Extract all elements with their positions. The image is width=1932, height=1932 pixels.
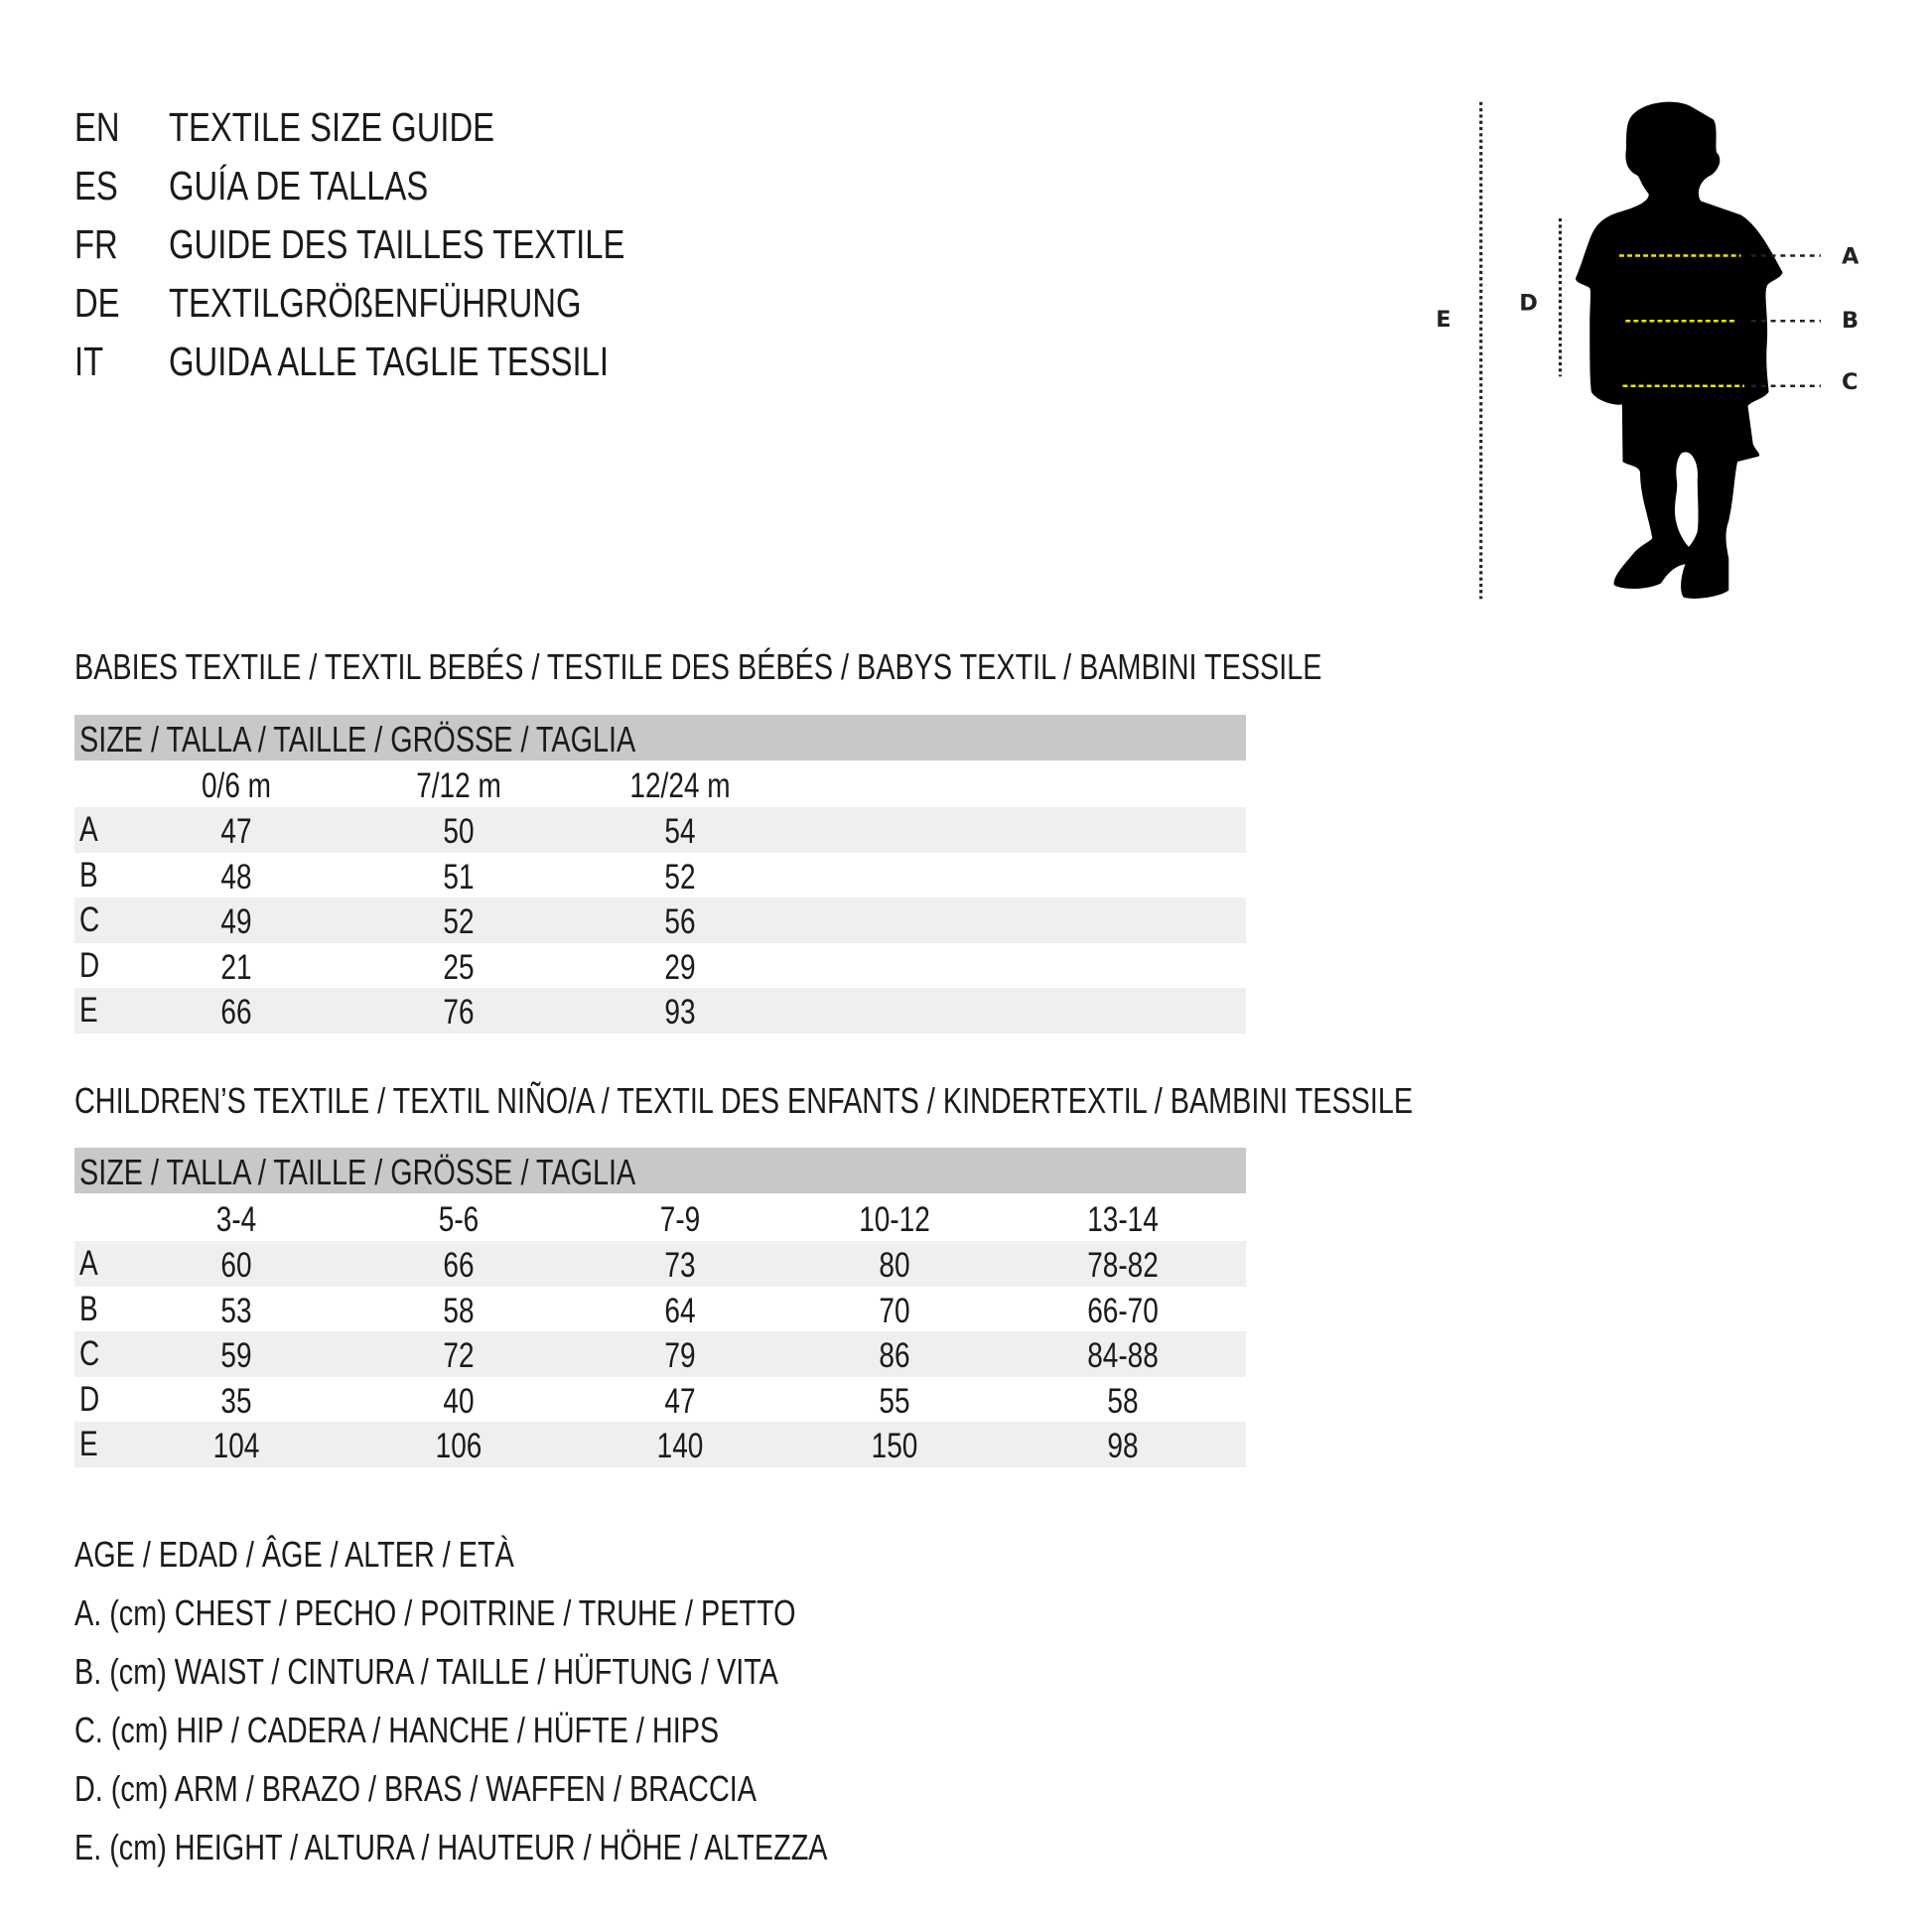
- row-shade: [74, 897, 1246, 944]
- title-lang-code: DE: [74, 280, 120, 326]
- table-cell: 66: [443, 1246, 475, 1285]
- table-cell: 56: [664, 902, 696, 942]
- babies-size-bar: [74, 715, 1246, 760]
- column-header: 3-4: [215, 1200, 257, 1239]
- table-cell: 25: [443, 947, 475, 987]
- babies-heading: BABIES TEXTILE / TEXTIL BEBÉS / TESTILE …: [74, 646, 1322, 687]
- table-cell: 21: [220, 947, 252, 987]
- row-label: A: [79, 810, 98, 849]
- row-shade: [74, 807, 1246, 853]
- column-header: 0/6 m: [201, 766, 272, 805]
- row-label: C: [79, 1334, 100, 1374]
- legend-line: C. (cm) HIP / CADERA / HANCHE / HÜFTE / …: [74, 1710, 720, 1750]
- table-cell: 52: [664, 857, 696, 897]
- row-label: E: [79, 1425, 98, 1464]
- table-cell: 60: [220, 1246, 252, 1285]
- row-shade: [74, 1422, 1246, 1468]
- table-cell: 72: [443, 1336, 475, 1376]
- table-cell: 66: [220, 993, 252, 1033]
- row-label: B: [79, 855, 98, 895]
- table-cell: 58: [443, 1291, 475, 1330]
- table-cell: 84-88: [1087, 1336, 1159, 1376]
- table-cell: 64: [664, 1291, 696, 1330]
- label-d: D: [1519, 290, 1538, 316]
- children-size-label: SIZE / TALLA / TAILLE / GRÖSSE / TAGLIA: [79, 1152, 636, 1192]
- title-text: GUIDA ALLE TAGLIE TESSILI: [169, 339, 610, 384]
- table-cell: 58: [1107, 1381, 1139, 1421]
- row-label: D: [79, 1379, 100, 1419]
- label-b: B: [1842, 308, 1859, 334]
- row-label: B: [79, 1289, 98, 1328]
- column-header: 7/12 m: [416, 766, 501, 805]
- title-lang-code: ES: [74, 163, 118, 208]
- column-header: 12/24 m: [629, 766, 731, 805]
- table-cell: 66-70: [1087, 1291, 1159, 1330]
- children-size-bar: [74, 1148, 1246, 1193]
- label-c: C: [1842, 369, 1858, 395]
- title-text: TEXTILGRÖßENFÜHRUNG: [169, 280, 582, 326]
- table-cell: 73: [664, 1246, 696, 1285]
- title-text: GUÍA DE TALLAS: [169, 163, 429, 208]
- title-text: GUIDE DES TAILLES TEXTILE: [169, 221, 625, 267]
- column-header: 10-12: [859, 1200, 930, 1239]
- table-cell: 150: [871, 1427, 918, 1466]
- label-e: E: [1436, 307, 1450, 333]
- row-label: A: [79, 1244, 98, 1283]
- children-heading: CHILDREN’S TEXTILE / TEXTIL NIÑO/A / TEX…: [74, 1080, 1414, 1121]
- row-label: C: [79, 900, 100, 940]
- title-text: TEXTILE SIZE GUIDE: [169, 104, 495, 150]
- title-lang-code: FR: [74, 221, 118, 267]
- table-cell: 35: [220, 1381, 252, 1421]
- row-shade: [74, 1331, 1246, 1378]
- table-cell: 53: [220, 1291, 252, 1330]
- table-cell: 93: [664, 993, 696, 1033]
- legend-line: AGE / EDAD / ÂGE / ALTER / ETÀ: [74, 1534, 514, 1575]
- row-label: E: [79, 991, 98, 1031]
- column-header: 13-14: [1087, 1200, 1159, 1239]
- label-a: A: [1842, 244, 1860, 270]
- legend-line: E. (cm) HEIGHT / ALTURA / HAUTEUR / HÖHE…: [74, 1827, 828, 1867]
- table-cell: 54: [664, 812, 696, 851]
- legend-line: B. (cm) WAIST / CINTURA / TAILLE / HÜFTU…: [74, 1651, 778, 1692]
- table-cell: 76: [443, 993, 475, 1033]
- title-lang-code: IT: [74, 339, 104, 384]
- table-cell: 104: [212, 1427, 260, 1466]
- measurement-figure: A B C D E: [1436, 101, 1860, 600]
- table-cell: 50: [443, 812, 475, 851]
- table-cell: 52: [443, 902, 475, 942]
- row-label: D: [79, 945, 100, 985]
- table-cell: 106: [435, 1427, 483, 1466]
- table-cell: 78-82: [1087, 1246, 1159, 1285]
- table-cell: 40: [443, 1381, 475, 1421]
- table-cell: 47: [664, 1381, 696, 1421]
- table-cell: 48: [220, 857, 252, 897]
- child-silhouette-icon: [1576, 101, 1783, 599]
- table-cell: 140: [656, 1427, 704, 1466]
- title-lang-code: EN: [74, 104, 120, 150]
- legend-line: A. (cm) CHEST / PECHO / POITRINE / TRUHE…: [74, 1592, 796, 1633]
- column-header: 5-6: [438, 1200, 480, 1239]
- babies-size-label: SIZE / TALLA / TAILLE / GRÖSSE / TAGLIA: [79, 719, 636, 759]
- row-shade: [74, 1241, 1246, 1287]
- table-cell: 59: [220, 1336, 252, 1376]
- table-cell: 47: [220, 812, 252, 851]
- table-cell: 51: [443, 857, 475, 897]
- row-shade: [74, 988, 1246, 1035]
- table-cell: 80: [879, 1246, 910, 1285]
- table-cell: 49: [220, 902, 252, 942]
- table-cell: 98: [1107, 1427, 1139, 1466]
- table-cell: 86: [879, 1336, 910, 1376]
- table-cell: 70: [879, 1291, 910, 1330]
- column-header: 7-9: [659, 1200, 701, 1239]
- legend-line: D. (cm) ARM / BRAZO / BRAS / WAFFEN / BR…: [74, 1768, 757, 1809]
- table-cell: 79: [664, 1336, 696, 1376]
- table-cell: 55: [879, 1381, 910, 1421]
- table-cell: 29: [664, 947, 696, 987]
